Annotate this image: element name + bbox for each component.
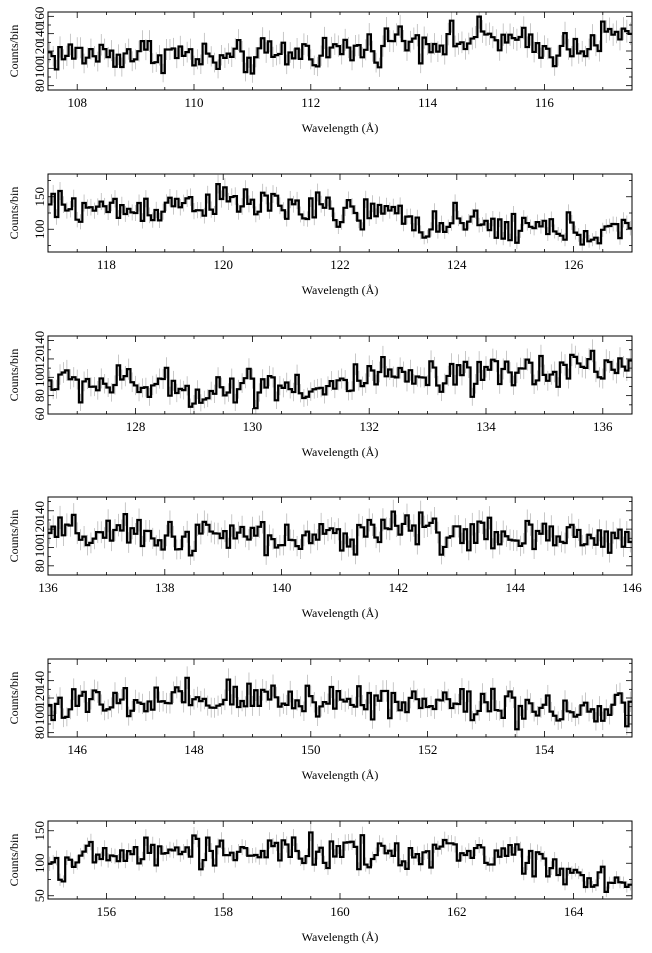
x-tick-label: 110 — [184, 95, 203, 110]
y-tick-label: 80 — [32, 79, 47, 92]
x-tick-label: 130 — [243, 419, 263, 434]
x-tick-label: 108 — [67, 95, 87, 110]
y-tick-label: 50 — [32, 889, 47, 902]
x-tick-label: 164 — [564, 904, 584, 919]
y-tick-label: 100 — [32, 706, 47, 726]
x-tick-label: 116 — [535, 95, 555, 110]
x-tick-label: 128 — [126, 419, 146, 434]
spectrum-line — [48, 510, 632, 557]
panel-2: 118 120 122 124 126 100 150 Wavelength (Å) Count… — [7, 173, 633, 297]
x-axis-label: Wavelength (Å) — [302, 121, 379, 135]
y-tick-label: 100 — [32, 538, 47, 558]
y-tick-label: 80 — [32, 559, 47, 572]
y-tick-label: 120 — [32, 349, 47, 369]
x-tick-label: 126 — [564, 257, 584, 272]
spectrum-line — [48, 676, 632, 731]
y-tick-label: 160 — [32, 7, 47, 27]
x-tick-label: 144 — [505, 580, 525, 595]
y-tick-label: 100 — [32, 854, 47, 874]
y-axis-label: Counts/bin — [7, 25, 21, 78]
y-tick-label: 150 — [32, 187, 47, 207]
y-tick-label: 120 — [32, 41, 47, 61]
x-tick-label: 114 — [418, 95, 438, 110]
x-axis-label: Wavelength (Å) — [302, 930, 379, 944]
x-tick-label: 160 — [330, 904, 350, 919]
y-tick-label: 150 — [32, 821, 47, 841]
x-tick-label: 134 — [476, 419, 496, 434]
y-axis-label: Counts/bin — [7, 510, 21, 563]
y-axis-label: Counts/bin — [7, 834, 21, 887]
y-tick-label: 140 — [32, 24, 47, 44]
x-tick-label: 112 — [301, 95, 320, 110]
y-tick-label: 140 — [32, 671, 47, 691]
spectrum-data — [48, 666, 632, 737]
x-tick-label: 146 — [67, 742, 87, 757]
y-tick-label: 80 — [32, 726, 47, 739]
y-tick-label: 60 — [32, 408, 47, 421]
y-tick-label: 100 — [32, 220, 47, 240]
y-tick-label: 120 — [32, 519, 47, 539]
spectrum-line — [48, 349, 632, 410]
x-tick-label: 136 — [38, 580, 58, 595]
x-tick-label: 158 — [213, 904, 233, 919]
x-tick-label: 146 — [622, 580, 642, 595]
spectrum-data — [48, 823, 632, 898]
spectrum-data — [48, 174, 632, 251]
spectrum-data — [48, 12, 632, 83]
y-axis-label: Counts/bin — [7, 672, 21, 725]
y-tick-label: 100 — [32, 59, 47, 79]
y-axis-label: Counts/bin — [7, 349, 21, 402]
x-tick-label: 120 — [213, 257, 233, 272]
x-tick-label: 124 — [447, 257, 467, 272]
y-tick-label: 120 — [32, 688, 47, 708]
panel-6: 156 158 160 162 164 50 100 150 Wavelength (Å) Cou… — [7, 820, 633, 944]
x-tick-label: 122 — [330, 257, 350, 272]
x-axis-label: Wavelength (Å) — [302, 606, 379, 620]
panel-4: 136 138 140 142 144 14680100120140Wavelength … — [7, 496, 642, 620]
x-tick-label: 162 — [447, 904, 467, 919]
spectrum-line — [48, 183, 632, 246]
x-tick-label: 136 — [593, 419, 613, 434]
spectrum-data — [48, 499, 632, 565]
x-tick-label: 152 — [418, 742, 438, 757]
y-tick-label: 140 — [32, 331, 47, 351]
x-tick-label: 150 — [301, 742, 321, 757]
x-axis-label: Wavelength (Å) — [302, 283, 379, 297]
x-tick-label: 132 — [359, 419, 379, 434]
y-axis-label: Counts/bin — [7, 187, 21, 240]
spectrum-data — [48, 339, 632, 414]
x-axis-label: Wavelength (Å) — [302, 768, 379, 782]
x-tick-label: 118 — [97, 257, 116, 272]
spectrum-line — [48, 831, 632, 893]
y-tick-label: 140 — [32, 501, 47, 521]
x-axis-label: Wavelength (Å) — [302, 445, 379, 459]
x-tick-label: 148 — [184, 742, 204, 757]
x-tick-label: 140 — [272, 580, 292, 595]
x-tick-label: 154 — [535, 742, 555, 757]
spectrum-line — [48, 15, 632, 75]
y-tick-label: 100 — [32, 368, 47, 388]
x-tick-label: 138 — [155, 580, 175, 595]
x-tick-label: 142 — [389, 580, 409, 595]
x-tick-label: 156 — [97, 904, 117, 919]
y-tick-label: 80 — [32, 389, 47, 402]
